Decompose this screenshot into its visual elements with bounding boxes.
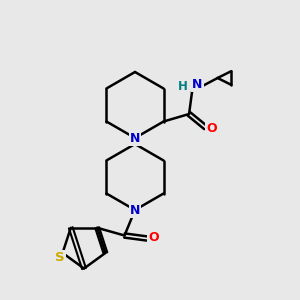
Text: H: H — [178, 80, 188, 93]
Text: N: N — [192, 78, 203, 92]
Text: N: N — [130, 203, 140, 217]
Text: O: O — [148, 230, 159, 244]
Text: O: O — [206, 122, 217, 136]
Text: N: N — [130, 131, 140, 145]
Text: S: S — [56, 251, 65, 264]
